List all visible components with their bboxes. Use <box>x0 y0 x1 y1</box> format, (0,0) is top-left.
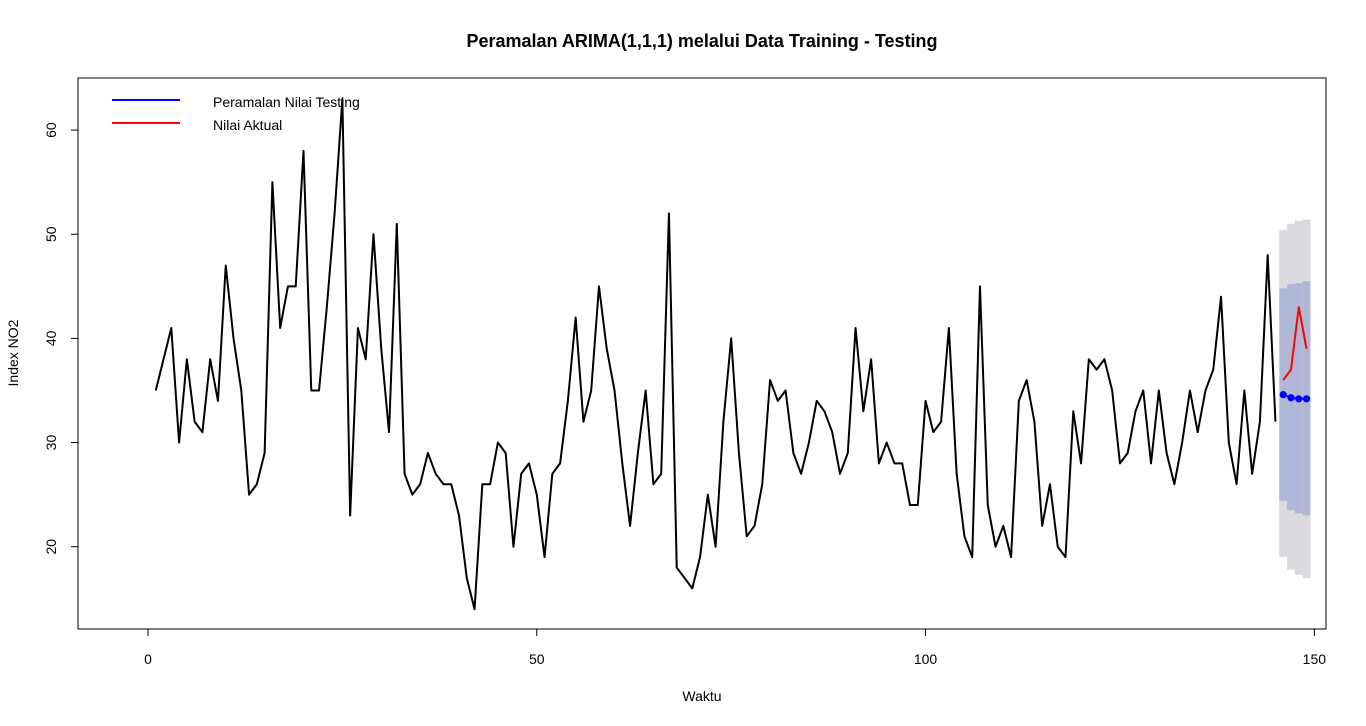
y-axis: 20 30 40 50 60 <box>43 122 79 555</box>
x-axis-label: Waktu <box>682 688 721 704</box>
legend-label-forecast: Peramalan Nilai Testing <box>213 94 360 110</box>
y-tick-label: 60 <box>43 122 59 138</box>
chart-title: Peramalan ARIMA(1,1,1) melalui Data Trai… <box>466 31 937 51</box>
actual-series-line <box>1282 306 1308 381</box>
forecast-point <box>1279 391 1287 399</box>
forecast-series-line <box>1282 393 1307 400</box>
x-axis: 0 50 100 150 <box>144 628 1327 667</box>
series-lines <box>154 97 1308 611</box>
x-tick-label: 100 <box>914 651 938 667</box>
x-tick-label: 50 <box>529 651 545 667</box>
y-axis-label: Index NO2 <box>5 319 21 386</box>
y-tick-label: 30 <box>43 435 59 451</box>
forecast-point <box>1295 395 1303 403</box>
y-tick-label: 40 <box>43 330 59 346</box>
forecast-point <box>1302 395 1311 403</box>
y-tick-label: 20 <box>43 539 59 555</box>
x-tick-label: 0 <box>144 651 152 667</box>
x-tick-label: 150 <box>1303 651 1327 667</box>
legend: Peramalan Nilai Testing Nilai Aktual <box>112 94 360 133</box>
training-series-line <box>154 97 1277 611</box>
legend-label-actual: Nilai Aktual <box>213 117 282 133</box>
y-tick-label: 50 <box>43 226 59 242</box>
forecast-points <box>1279 391 1311 403</box>
forecast-point <box>1287 394 1295 402</box>
